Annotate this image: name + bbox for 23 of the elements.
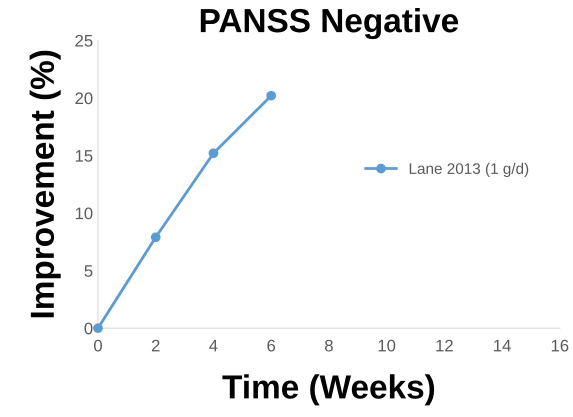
y-tick-label: 25 xyxy=(75,34,92,47)
y-tick-label: 0 xyxy=(84,322,92,334)
point xyxy=(266,90,276,101)
x-tick-label: 8 xyxy=(324,340,333,352)
x-tick-label: 6 xyxy=(267,340,276,352)
x-tick-label: 14 xyxy=(494,340,511,352)
point xyxy=(93,323,103,334)
x-axis-title: Time (Weeks) xyxy=(222,374,434,406)
x-tick-label: 0 xyxy=(94,340,102,352)
x-tick-label: 2 xyxy=(152,340,160,352)
y-tick-label: 20 xyxy=(75,92,92,104)
x-tick-label: 10 xyxy=(378,340,396,352)
y-tick-label: 10 xyxy=(76,207,92,220)
x-tick-label: 16 xyxy=(552,340,568,352)
point xyxy=(208,148,218,158)
point xyxy=(150,232,161,242)
legend-label: Lane 2013 (1 g/d) xyxy=(410,162,528,178)
x-tick-label: 12 xyxy=(436,340,453,352)
y-tick-label: 5 xyxy=(84,265,92,277)
x-tick-label: 4 xyxy=(209,340,218,352)
chart-title: PANSS Negative xyxy=(200,8,458,40)
y-axis-title: Improvement (%) xyxy=(30,50,61,318)
y-tick-label: 15 xyxy=(76,150,92,162)
